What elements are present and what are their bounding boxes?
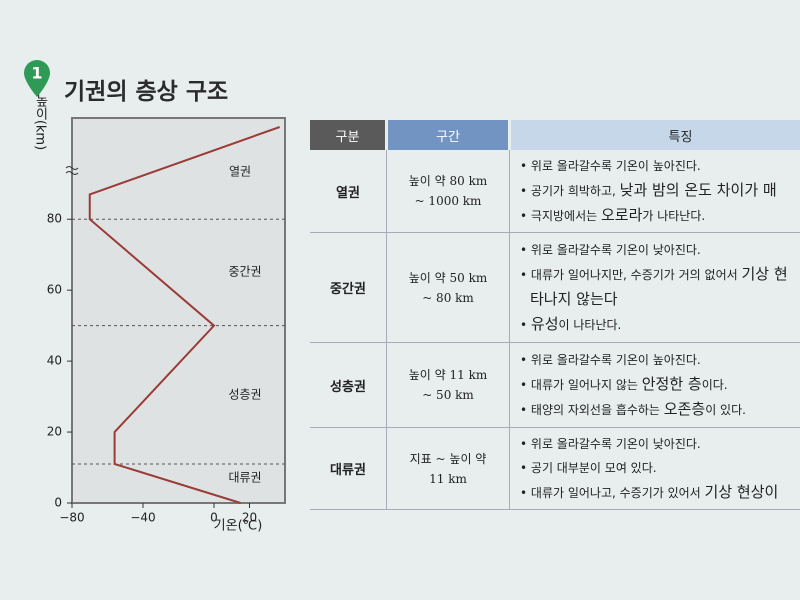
feature-text: 위로 올라갈수록 기온이 낮아진다. xyxy=(530,437,701,451)
layer-name: 성층권 xyxy=(310,342,387,428)
range-line: ~ 50 km xyxy=(422,388,474,402)
feature-text: 이다. xyxy=(701,378,728,392)
layer-label: 대류권 xyxy=(228,471,261,485)
section-badge: 1 xyxy=(24,60,50,97)
feature-line: 위로 올라갈수록 기온이 높아진다. xyxy=(520,154,800,178)
feature-text: 이 나타난다. xyxy=(558,318,622,332)
range-line: ~ 80 km xyxy=(422,290,474,305)
layer-range: 높이 약 11 km ~ 50 km xyxy=(386,342,510,428)
range-line: 11 km xyxy=(429,471,467,486)
table-row: 열권 높이 약 80 km ~ 1000 km 위로 올라갈수록 기온이 높아진다. 공… xyxy=(310,150,800,233)
table-row: 성층권 높이 약 11 km ~ 50 km 위로 올라갈수록 기온이 높아진다. 대류… xyxy=(310,342,800,428)
layer-features: 위로 올라갈수록 기온이 낮아진다. 대류가 일어나지만, 수증기가 거의 없어서… xyxy=(509,232,800,343)
x-tick-label: 0 xyxy=(210,511,218,525)
range-line: 지표 ~ 높이 약 xyxy=(409,451,487,466)
feature-text: 가 나타난다. xyxy=(642,209,706,223)
feature-text: 공기가 희박하고, xyxy=(530,184,620,198)
section-title: 기권의 층상 구조 xyxy=(64,79,229,105)
column-header: 구간 xyxy=(385,120,510,150)
y-tick-label: 0 xyxy=(54,496,62,510)
layer-label: 중간권 xyxy=(228,265,261,279)
y-tick-label: 40 xyxy=(47,354,62,368)
feature-emphasis: 기상 현 xyxy=(741,265,788,283)
chart: 높이(km) 기온(℃) 열권 중간권 성층권 대류권 0 20 40 60 80 −80… xyxy=(33,94,286,534)
feature-emphasis: 오로라 xyxy=(600,206,643,224)
feature-line: 위로 올라갈수록 기온이 낮아진다. xyxy=(520,238,800,262)
x-tick-label: 20 xyxy=(242,511,257,525)
feature-emphasis: 기상 현상이 xyxy=(704,483,779,501)
range-line: 높이 약 80 km xyxy=(408,174,488,188)
feature-line: 공기 대부분이 모여 있다. xyxy=(520,456,800,480)
column-header: 구분 xyxy=(310,120,387,150)
feature-text: 이 있다. xyxy=(705,403,746,417)
feature-emphasis: 안정한 층 xyxy=(641,375,702,393)
feature-text: 공기 대부분이 모여 있다. xyxy=(530,461,657,475)
y-tick-label: 60 xyxy=(47,283,62,297)
range-line: 높이 약 50 km xyxy=(408,270,488,285)
range-line: 높이 약 11 km xyxy=(408,368,488,382)
layer-range: 지표 ~ 높이 약 11 km xyxy=(386,427,510,510)
feature-line: 유성이 나타난다. xyxy=(520,312,800,337)
layer-label: 성층권 xyxy=(228,388,261,402)
feature-text: 위로 올라갈수록 기온이 높아진다. xyxy=(530,353,701,367)
feature-text: 태양의 자외선을 흡수하는 xyxy=(530,403,664,417)
table-row: 중간권 높이 약 50 km ~ 80 km 위로 올라갈수록 기온이 낮아진다. 대류… xyxy=(310,232,800,343)
x-axis-label: 기온(℃) xyxy=(214,519,263,534)
section-number: 1 xyxy=(31,64,42,83)
x-tick-label: −40 xyxy=(130,511,155,525)
feature-line: 위로 올라갈수록 기온이 낮아진다. xyxy=(520,432,800,456)
feature-line: 타나지 않는다 xyxy=(520,287,800,312)
layer-features: 위로 올라갈수록 기온이 높아진다.대류가 일어나지 않는 안정한 층이다.태양… xyxy=(509,342,800,428)
feature-line: 대류가 일어나고, 수증기가 있어서 기상 현상이 xyxy=(520,480,800,505)
layer-features: 위로 올라갈수록 기온이 낮아진다. 공기 대부분이 모여 있다. 대류가 일어나고… xyxy=(509,427,800,510)
feature-text: 대류가 일어나지 않는 xyxy=(530,378,642,392)
y-axis-label: 높이(km) xyxy=(33,94,48,150)
feature-emphasis: 타나지 않는다 xyxy=(530,290,618,308)
feature-emphasis: 낮과 밤의 온도 차이가 매 xyxy=(619,181,777,199)
x-tick-label: −80 xyxy=(59,511,84,525)
feature-line: 공기가 희박하고, 낮과 밤의 온도 차이가 매 xyxy=(520,178,800,203)
range-line: ~ 1000 km xyxy=(414,194,482,208)
layer-name: 대류권 xyxy=(310,427,387,510)
feature-line: 대류가 일어나지 않는 안정한 층이다. xyxy=(520,372,800,397)
feature-text: 위로 올라갈수록 기온이 높아진다. xyxy=(530,159,701,173)
layer-label: 열권 xyxy=(229,165,251,179)
column-header: 특징 xyxy=(508,120,800,150)
y-tick-label: 20 xyxy=(47,425,62,439)
table-row: 대류권 지표 ~ 높이 약 11 km 위로 올라갈수록 기온이 낮아진다. 공기 대부… xyxy=(310,427,800,510)
feature-line: 태양의 자외선을 흡수하는 오존층이 있다. xyxy=(520,397,800,422)
feature-emphasis: 유성 xyxy=(530,315,559,333)
feature-line: 위로 올라갈수록 기온이 높아진다. xyxy=(520,348,800,372)
y-tick-label: 80 xyxy=(47,212,62,226)
feature-line: 대류가 일어나지만, 수증기가 거의 없어서 기상 현 xyxy=(520,262,800,287)
layer-name: 열권 xyxy=(310,150,387,233)
feature-text: 대류가 일어나지만, 수증기가 거의 없어서 xyxy=(530,268,742,282)
feature-text: 대류가 일어나고, 수증기가 있어서 xyxy=(530,486,705,500)
temperature-line xyxy=(88,126,281,504)
feature-text: 위로 올라갈수록 기온이 낮아진다. xyxy=(530,243,701,257)
feature-emphasis: 오존층 xyxy=(663,400,706,418)
feature-line: 극지방에서는 오로라가 나타난다. xyxy=(520,203,800,228)
layer-name: 중간권 xyxy=(310,232,387,343)
layer-features: 위로 올라갈수록 기온이 높아진다. 공기가 희박하고, 낮과 밤의 온도 차이가… xyxy=(509,150,800,233)
layer-range: 높이 약 50 km ~ 80 km xyxy=(386,232,510,343)
layer-range: 높이 약 80 km ~ 1000 km xyxy=(386,150,510,233)
axis-break xyxy=(65,166,79,175)
feature-text: 극지방에서는 xyxy=(530,209,601,223)
